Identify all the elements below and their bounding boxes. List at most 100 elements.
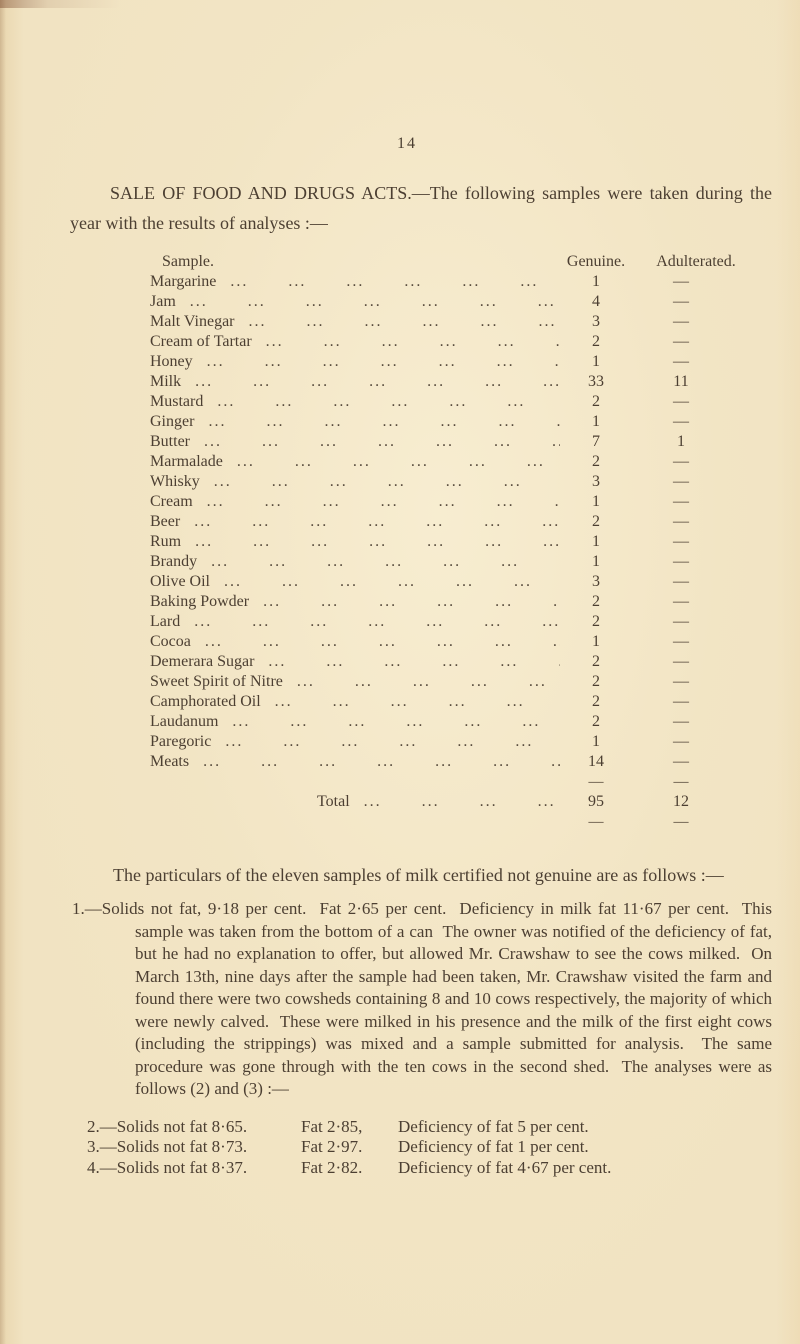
page-number: 14 (397, 135, 417, 152)
adulterated-value: — (673, 613, 689, 630)
table-row: Jam ... ... ... ... ... ... ... ... ... … (150, 292, 760, 312)
table-body: Margarine ... ... ... ... ... ... ... ..… (150, 272, 760, 772)
sample-name: Laudanum (150, 713, 219, 730)
leader-dots: ... ... ... ... ... ... ... ... ... ... … (194, 613, 560, 630)
table-row: Honey ... ... ... ... ... ... ... ... ..… (150, 352, 760, 372)
adulterated-value: — (673, 513, 689, 530)
leader-dots: ... ... ... ... ... ... ... ... ... ... … (232, 713, 560, 730)
sample-name: Paregoric (150, 733, 212, 750)
sum-rule-row: — — (150, 772, 760, 792)
sample-name: Whisky (150, 473, 200, 490)
sample-name: Marmalade (150, 453, 223, 470)
leader-dots: ... ... ... ... ... ... ... ... ... ... … (204, 433, 560, 450)
leader-dots: ... ... ... ... ... ... ... ... ... ... … (230, 273, 560, 290)
leader-dots: ... ... ... ... ... ... ... ... ... ... … (296, 673, 560, 690)
genuine-value: 1 (592, 413, 600, 430)
genuine-value: 1 (592, 533, 600, 550)
table-row: Mustard ... ... ... ... ... ... ... ... … (150, 392, 760, 412)
table-row: Brandy ... ... ... ... ... ... ... ... .… (150, 552, 760, 572)
leader-dots: ... ... ... ... ... ... ... ... ... ... … (208, 413, 560, 430)
table-row: Baking Powder ... ... ... ... ... ... ..… (150, 592, 760, 612)
genuine-value: 33 (588, 373, 604, 390)
genuine-value: 7 (592, 433, 600, 450)
sample-name: Sweet Spirit of Nitre (150, 673, 283, 690)
genuine-value: 1 (592, 733, 600, 750)
milk-analysis-item: 2.—Solids not fat 8·65. Fat 2·85, Defici… (87, 1117, 772, 1138)
sample-name: Meats (150, 753, 190, 770)
adulterated-value: 11 (673, 373, 689, 390)
genuine-value: 1 (592, 353, 600, 370)
sample-name: Cream of Tartar (150, 333, 252, 350)
genuine-value: 1 (592, 633, 600, 650)
genuine-total-rule: — (588, 814, 604, 830)
numbered-items-2-4: 2.—Solids not fat 8·65. Fat 2·85, Defici… (87, 1117, 772, 1179)
milk-analysis-item: 3.—Solids not fat 8·73. Fat 2·97. Defici… (87, 1137, 772, 1158)
sample-name: Demerara Sugar (150, 653, 255, 670)
total-label: Total (317, 793, 350, 810)
sample-name: Rum (150, 533, 182, 550)
item-solids-value: 3.—Solids not fat 8·73. (87, 1137, 248, 1156)
leader-dots: ... ... ... ... ... ... ... ... ... ... … (265, 333, 560, 350)
sample-name: Camphorated Oil (150, 693, 261, 710)
table-row: Whisky ... ... ... ... ... ... ... ... .… (150, 472, 760, 492)
adulterated-value: — (673, 493, 689, 510)
item-1-text: Solids not fat, 9·18 per cent. Fat 2·65 … (101, 899, 777, 1098)
genuine-value: 1 (592, 493, 600, 510)
genuine-value: 2 (592, 513, 600, 530)
item-deficiency-value: Deficiency of fat 4·67 per cent. (398, 1157, 612, 1177)
table-row: Milk ... ... ... ... ... ... ... ... ...… (150, 372, 760, 392)
table-row: Lard ... ... ... ... ... ... ... ... ...… (150, 612, 760, 632)
total-rule-row: — — (150, 812, 760, 832)
genuine-sum-rule: — (588, 774, 604, 790)
milk-particulars-paragraph: The particulars of the eleven samples of… (113, 865, 724, 885)
table-row: Ginger ... ... ... ... ... ... ... ... .… (150, 412, 760, 432)
leader-dots: ... ... ... ... ... ... ... ... ... ... … (204, 633, 560, 650)
table-row: Demerara Sugar ... ... ... ... ... ... .… (150, 652, 760, 672)
adulterated-value: — (673, 273, 689, 290)
total-adulterated-value: 12 (673, 793, 689, 810)
leader-dots: ... ... ... ... ... ... ... ... ... ... … (213, 473, 560, 490)
sample-name: Butter (150, 433, 190, 450)
sample-name: Brandy (150, 553, 198, 570)
total-row: Total ... ... ... ... ... ... ... ... ..… (150, 792, 760, 812)
adulterated-value: — (673, 413, 689, 430)
sample-name: Ginger (150, 413, 195, 430)
adulterated-value: — (673, 293, 689, 310)
leader-dots: ... ... ... ... ... ... ... ... ... ... … (363, 793, 560, 810)
column-header-genuine: Genuine. (566, 253, 626, 270)
adulterated-value: — (673, 553, 689, 570)
genuine-value: 1 (592, 553, 600, 570)
item-solids-value: 4.—Solids not fat 8·37. (87, 1157, 248, 1177)
samples-analysis-table: Sample. Genuine. Adulterated. Margarine … (150, 252, 760, 832)
genuine-value: 4 (592, 293, 600, 310)
adulterated-value: — (673, 393, 689, 410)
item-fat-value: Fat 2·97. (301, 1137, 363, 1156)
genuine-value: 2 (592, 393, 600, 410)
genuine-value: 2 (592, 593, 600, 610)
table-row: Malt Vinegar ... ... ... ... ... ... ...… (150, 312, 760, 332)
sample-name: Honey (150, 353, 193, 370)
table-row: Cream ... ... ... ... ... ... ... ... ..… (150, 492, 760, 512)
adulterated-value: — (673, 693, 689, 710)
adulterated-value: — (673, 713, 689, 730)
leader-dots: ... ... ... ... ... ... ... ... ... ... … (211, 553, 560, 570)
adulterated-value: — (673, 653, 689, 670)
sample-name: Beer (150, 513, 181, 530)
adulterated-value: 1 (677, 433, 685, 450)
intro-paragraph: SALE OF FOOD AND DRUGS ACTS.—The followi… (70, 183, 772, 233)
item-deficiency-value: Deficiency of fat 5 per cent. (398, 1116, 589, 1136)
adulterated-value: — (673, 733, 689, 750)
leader-dots: ... ... ... ... ... ... ... ... ... ... … (274, 693, 560, 710)
leader-dots: ... ... ... ... ... ... ... ... ... ... … (195, 373, 560, 390)
milk-analysis-item: 4.—Solids not fat 8·37. Fat 2·82. Defici… (87, 1158, 772, 1179)
table-row: Cream of Tartar ... ... ... ... ... ... … (150, 332, 760, 352)
leader-dots: ... ... ... ... ... ... ... ... ... ... … (189, 293, 560, 310)
sample-name: Milk (150, 373, 182, 390)
table-row: Beer ... ... ... ... ... ... ... ... ...… (150, 512, 760, 532)
table-row: Cocoa ... ... ... ... ... ... ... ... ..… (150, 632, 760, 652)
genuine-value: 1 (592, 273, 600, 290)
table-row: Margarine ... ... ... ... ... ... ... ..… (150, 272, 760, 292)
adulterated-value: — (673, 453, 689, 470)
sample-name: Mustard (150, 393, 204, 410)
